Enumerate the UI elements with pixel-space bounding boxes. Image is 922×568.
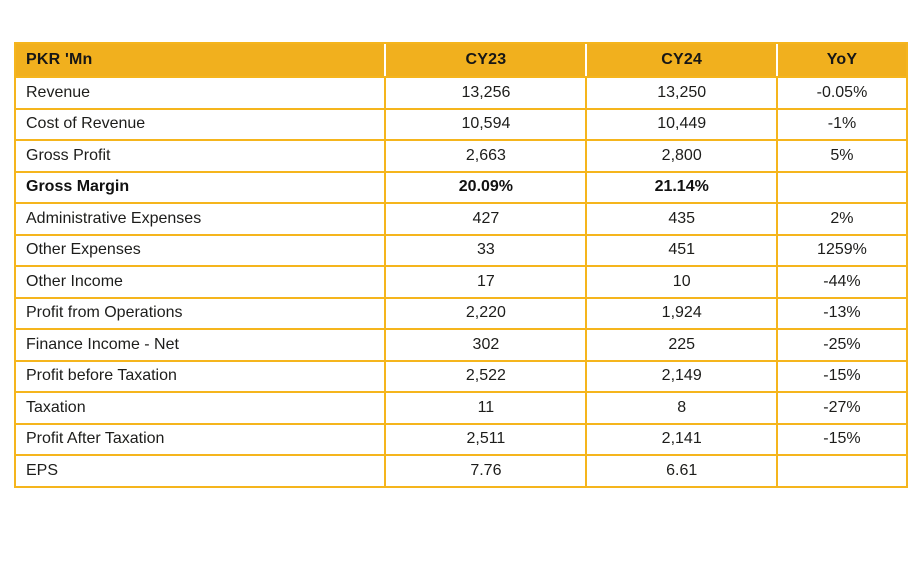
yoy-value-cell: -13% <box>775 296 906 330</box>
cy23-value-cell: 33 <box>384 233 588 267</box>
header-row: PKR 'Mn CY23 CY24 YoY <box>16 44 906 78</box>
cy23-value-cell: 17 <box>384 265 588 299</box>
row-label-cell: Revenue <box>16 76 387 110</box>
table-row: Profit from Operations 2,220 1,924 -13% <box>16 296 906 330</box>
cy23-value-cell: 427 <box>384 202 588 236</box>
row-label-cell: Cost of Revenue <box>16 107 387 141</box>
header-cell-yoy: YoY <box>775 44 906 78</box>
yoy-value-cell: -44% <box>775 265 906 299</box>
cy24-value-cell: 2,149 <box>585 359 778 393</box>
header-cell-cy23: CY23 <box>384 44 587 78</box>
cy23-value-cell: 13,256 <box>384 76 588 110</box>
financial-table-container: PKR 'Mn CY23 CY24 YoY Revenue 13,256 13,25… <box>14 42 908 488</box>
yoy-value-cell: -25% <box>775 328 906 362</box>
table-row: Other Expenses 33 451 1259% <box>16 233 906 267</box>
row-label-cell: Other Expenses <box>16 233 387 267</box>
cy24-value-cell: 1,924 <box>585 296 778 330</box>
row-label-cell: Profit from Operations <box>16 296 387 330</box>
yoy-value-cell: -1% <box>775 107 906 141</box>
cy24-value-cell: 451 <box>585 233 778 267</box>
yoy-value-cell: -27% <box>775 391 906 425</box>
row-label-cell: EPS <box>16 454 387 486</box>
table-row: Administrative Expenses 427 435 2% <box>16 202 906 236</box>
row-label-cell: Taxation <box>16 391 387 425</box>
cy24-value-cell: 2,141 <box>585 422 778 456</box>
yoy-value-cell: 1259% <box>775 233 906 267</box>
cy24-value-cell: 225 <box>585 328 778 362</box>
table-row: Profit After Taxation 2,511 2,141 -15% <box>16 422 906 456</box>
cy24-value-cell: 10,449 <box>585 107 778 141</box>
table-row: Other Income 17 10 -44% <box>16 265 906 299</box>
table-row: Cost of Revenue 10,594 10,449 -1% <box>16 107 906 141</box>
cy23-value-cell: 302 <box>384 328 588 362</box>
table-row: Revenue 13,256 13,250 -0.05% <box>16 76 906 110</box>
cy23-value-cell: 2,511 <box>384 422 588 456</box>
cy24-value-cell: 8 <box>585 391 778 425</box>
cy24-value-cell: 435 <box>585 202 778 236</box>
table-body: Revenue 13,256 13,250 -0.05% Cost of Revenue… <box>16 76 906 486</box>
cy24-value-cell: 10 <box>585 265 778 299</box>
row-label-cell: Gross Profit <box>16 139 387 173</box>
table-row: Gross Profit 2,663 2,800 5% <box>16 139 906 173</box>
row-label-cell: Other Income <box>16 265 387 299</box>
header-cell-cy24: CY24 <box>585 44 777 78</box>
cy24-value-cell: 2,800 <box>585 139 778 173</box>
yoy-value-cell: -0.05% <box>775 76 906 110</box>
yoy-value-cell: -15% <box>775 359 906 393</box>
header-cell-pkr-mn: PKR 'Mn <box>16 44 386 78</box>
yoy-value-cell: -15% <box>775 422 906 456</box>
cy23-value-cell: 2,522 <box>384 359 588 393</box>
table-row: Taxation 11 8 -27% <box>16 391 906 425</box>
yoy-value-cell: 5% <box>775 139 906 173</box>
table-row: Profit before Taxation 2,522 2,149 -15% <box>16 359 906 393</box>
cy24-value-cell: 13,250 <box>585 76 778 110</box>
cy23-value-cell: 2,663 <box>384 139 588 173</box>
cy23-value-cell: 11 <box>384 391 588 425</box>
cy24-value-cell: 21.14% <box>585 170 778 204</box>
cy23-value-cell: 2,220 <box>384 296 588 330</box>
yoy-value-cell <box>775 454 906 486</box>
row-label-cell: Finance Income - Net <box>16 328 387 362</box>
cy23-value-cell: 20.09% <box>384 170 588 204</box>
row-label-cell: Profit before Taxation <box>16 359 387 393</box>
cy23-value-cell: 7.76 <box>384 454 588 486</box>
cy23-value-cell: 10,594 <box>384 107 588 141</box>
row-label-cell: Administrative Expenses <box>16 202 387 236</box>
cy24-value-cell: 6.61 <box>585 454 778 486</box>
yoy-value-cell: 2% <box>775 202 906 236</box>
table-row: EPS 7.76 6.61 <box>16 454 906 486</box>
table-row: Finance Income - Net 302 225 -25% <box>16 328 906 362</box>
row-label-cell: Gross Margin <box>16 170 387 204</box>
table-row: Gross Margin 20.09% 21.14% <box>16 170 906 204</box>
row-label-cell: Profit After Taxation <box>16 422 387 456</box>
yoy-value-cell <box>775 170 906 204</box>
financial-results-table: PKR 'Mn CY23 CY24 YoY Revenue 13,256 13,25… <box>16 44 906 486</box>
